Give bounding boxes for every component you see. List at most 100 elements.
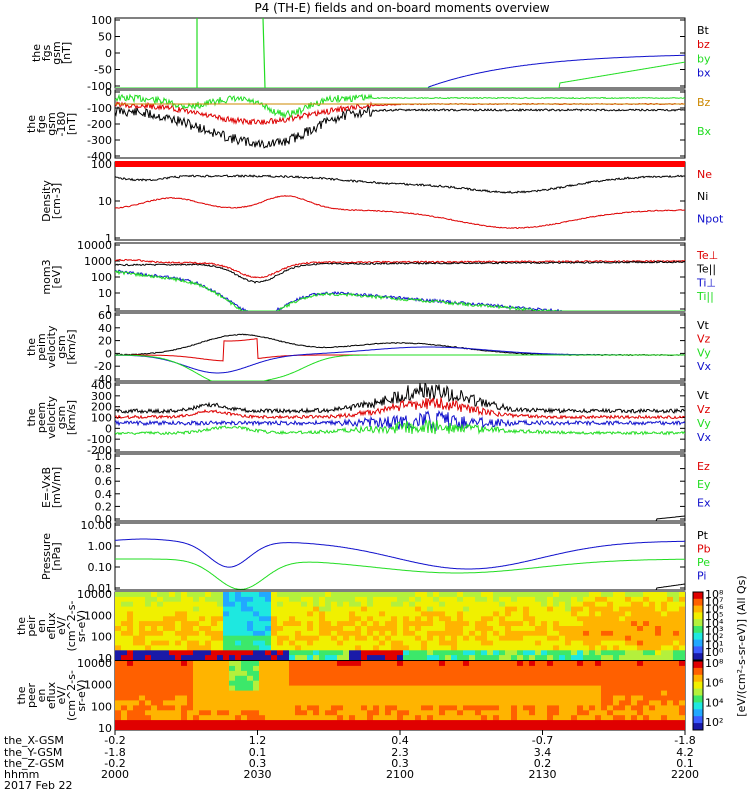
heatmap-cell [253,705,260,711]
heatmap-cell [415,645,422,651]
heatmap-cell [271,690,278,697]
heatmap-cell [253,665,260,672]
heatmap-cell [607,635,614,642]
heatmap-cell [505,655,512,660]
heatmap-cell [199,695,206,701]
heatmap-cell [361,680,368,687]
heatmap-cell [493,630,500,637]
heatmap-cell [619,640,626,647]
heatmap-cell [469,670,476,677]
heatmap-cell [595,606,602,613]
heatmap-cell [373,665,380,672]
y-tick-label: 0 [105,347,112,360]
heatmap-cell [169,661,176,667]
heatmap-cell [337,665,344,672]
heatmap-cell [397,630,404,637]
heatmap-cell [529,670,536,677]
heatmap-cell [649,715,656,721]
heatmap-cell [535,621,542,627]
heatmap-cell [385,715,392,721]
heatmap-cell [277,690,284,697]
heatmap-cell [493,675,500,682]
heatmap-cell [559,720,566,726]
heatmap-cell [547,616,554,622]
heatmap-cell [661,661,668,667]
heatmap-cell [259,616,266,622]
heatmap-cell [307,645,314,651]
colorbar-segment [693,646,703,654]
colorbar-segment [693,723,703,731]
heatmap-cell [451,720,458,726]
heatmap-cell [295,611,302,617]
heatmap-cell [445,670,452,677]
heatmap-cell [193,700,200,706]
heatmap-cell [121,715,128,721]
heatmap-cell [523,670,530,677]
heatmap-cell [403,705,410,711]
heatmap-cell [277,606,284,613]
series-pi [115,538,685,570]
heatmap-cell [349,710,356,716]
heatmap-cell [163,695,170,701]
heatmap-cell [391,616,398,622]
heatmap-cell [133,601,140,608]
heatmap-cell [451,705,458,711]
heatmap-cell [619,621,626,627]
heatmap-cell [655,705,662,711]
heatmap-cell [421,635,428,642]
heatmap-cell [253,690,260,697]
heatmap-cell [523,725,530,730]
heatmap-cell [451,675,458,682]
heatmap-cell [187,661,194,667]
y-axis-label: (cm^2-s- [65,670,78,721]
heatmap-cell [445,665,452,672]
heatmap-cell [673,626,680,632]
heatmap-cell [373,680,380,687]
y-tick-label: -300 [87,134,112,147]
heatmap-cell [457,665,464,672]
heatmap-cell [217,675,224,682]
heatmap-cell [385,700,392,706]
heatmap-cell [541,592,548,598]
heatmap-cell [589,650,596,656]
heatmap-cell [241,661,248,667]
heatmap-cell [379,596,386,603]
heatmap-cell [445,680,452,687]
heatmap-cell [511,655,518,660]
legend-bx: Bx [697,125,712,138]
heatmap-cell [337,670,344,677]
heatmap-cell [631,635,638,642]
heatmap-cell [583,680,590,687]
heatmap-cell [595,700,602,706]
heatmap-cell [529,650,536,656]
heatmap-cell [505,720,512,726]
heatmap-cell [211,601,218,608]
heatmap-cell [313,655,320,660]
heatmap-cell [247,695,254,701]
heatmap-cell [493,611,500,617]
heatmap-cell [445,695,452,701]
heatmap-cell [115,685,122,692]
heatmap-cell [625,592,632,598]
x-tick-label: 3.4 [534,746,552,759]
heatmap-cell [151,700,158,706]
heatmap-cell [325,592,332,598]
heatmap-cell [667,621,674,627]
heatmap-cell [523,720,530,726]
heatmap-cell [145,635,152,642]
heatmap-cell [181,640,188,647]
heatmap-cell [325,685,332,692]
heatmap-cell [307,635,314,642]
legend-pt: Pt [697,529,709,542]
heatmap-cell [553,710,560,716]
heatmap-cell [613,630,620,637]
heatmap-cell [637,680,644,687]
heatmap-cell [199,665,206,672]
heatmap-cell [529,661,536,667]
series-te-perp [115,258,685,279]
heatmap-cell [367,725,374,730]
heatmap-cell [313,635,320,642]
heatmap-cell [361,650,368,656]
series-group [115,18,685,88]
heatmap-cell [679,640,685,647]
